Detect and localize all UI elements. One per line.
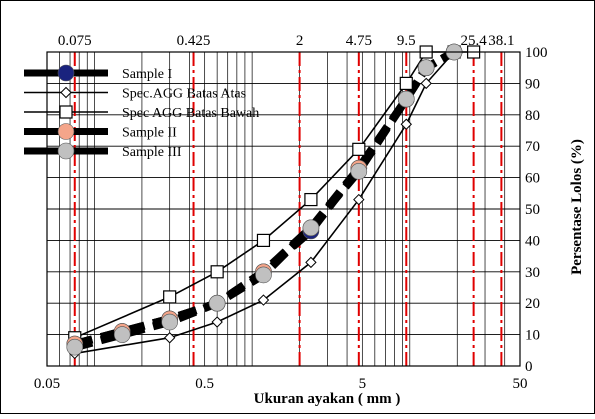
y-tick-label: 100 <box>525 45 548 61</box>
series-layer <box>66 43 481 360</box>
y-tick-label: 60 <box>525 171 540 187</box>
x-axis-label: Ukuran ayakan ( mm ) <box>254 391 401 407</box>
data-point <box>302 219 320 237</box>
x-tick-label: 0.5 <box>195 376 214 392</box>
y-tick-label: 40 <box>525 233 540 249</box>
y-tick-label: 0 <box>525 359 533 375</box>
data-point <box>305 256 317 269</box>
legend-entry: Sample I <box>122 67 172 82</box>
data-point <box>352 142 366 156</box>
legend-entry: Spec AGG Batas Bawah <box>122 106 259 121</box>
sieve-size-label: 0.425 <box>177 33 211 49</box>
data-point <box>210 265 224 279</box>
sieve-size-label: 9.5 <box>397 33 416 49</box>
plot-area-border <box>46 51 521 367</box>
sieve-size-label: 25.4 <box>460 33 487 49</box>
data-point <box>59 105 73 119</box>
data-point <box>399 76 413 91</box>
data-point <box>161 313 178 331</box>
sieve-size-label: 0.075 <box>58 33 92 49</box>
data-point <box>255 266 272 284</box>
data-point <box>57 142 75 160</box>
data-point <box>113 326 131 343</box>
data-point <box>66 338 84 356</box>
x-tick-label: 50 <box>513 376 528 392</box>
data-point <box>417 59 435 76</box>
y-tick-label: 50 <box>525 202 540 218</box>
sieve-size-label: 4.75 <box>346 33 372 49</box>
legend: Sample I Spec.AGG Batas Atas Spec AGG Bata… <box>24 64 259 160</box>
data-point <box>57 64 75 82</box>
data-point <box>163 332 176 344</box>
legend-entry: Sample II <box>122 126 177 141</box>
y-tick-label: 70 <box>525 139 540 155</box>
y-tick-label: 20 <box>525 296 540 312</box>
y-tick-label: 80 <box>525 108 540 124</box>
data-point <box>57 123 75 140</box>
y-axis-label: Persentase Lolos (%) <box>569 139 585 275</box>
data-point <box>208 294 226 312</box>
data-point <box>420 77 432 90</box>
y-tick-label: 10 <box>525 328 540 344</box>
data-point <box>257 294 270 306</box>
data-point <box>353 193 365 206</box>
data-point <box>400 118 412 130</box>
legend-entry: Spec.AGG Batas Atas <box>122 87 246 102</box>
legend-entry: Sample III <box>122 145 182 160</box>
series-line <box>73 48 457 352</box>
data-point <box>256 233 271 247</box>
data-point <box>163 290 177 304</box>
sieve-size-label: 38.1 <box>488 33 514 49</box>
axis-layer: 0 10 20 30 40 50 60 70 80 90 100 0.05 0.5 5 50 0.075 0.4… <box>34 33 548 392</box>
x-tick-label: 0.05 <box>34 376 60 392</box>
data-point <box>304 192 318 207</box>
y-tick-label: 30 <box>525 265 540 281</box>
sieve-size-label: 2 <box>296 33 304 49</box>
x-tick-label: 5 <box>359 376 367 392</box>
data-point <box>350 163 368 180</box>
data-point <box>60 86 72 99</box>
y-tick-label: 90 <box>525 76 540 92</box>
data-point <box>211 316 223 328</box>
data-point <box>397 90 415 108</box>
